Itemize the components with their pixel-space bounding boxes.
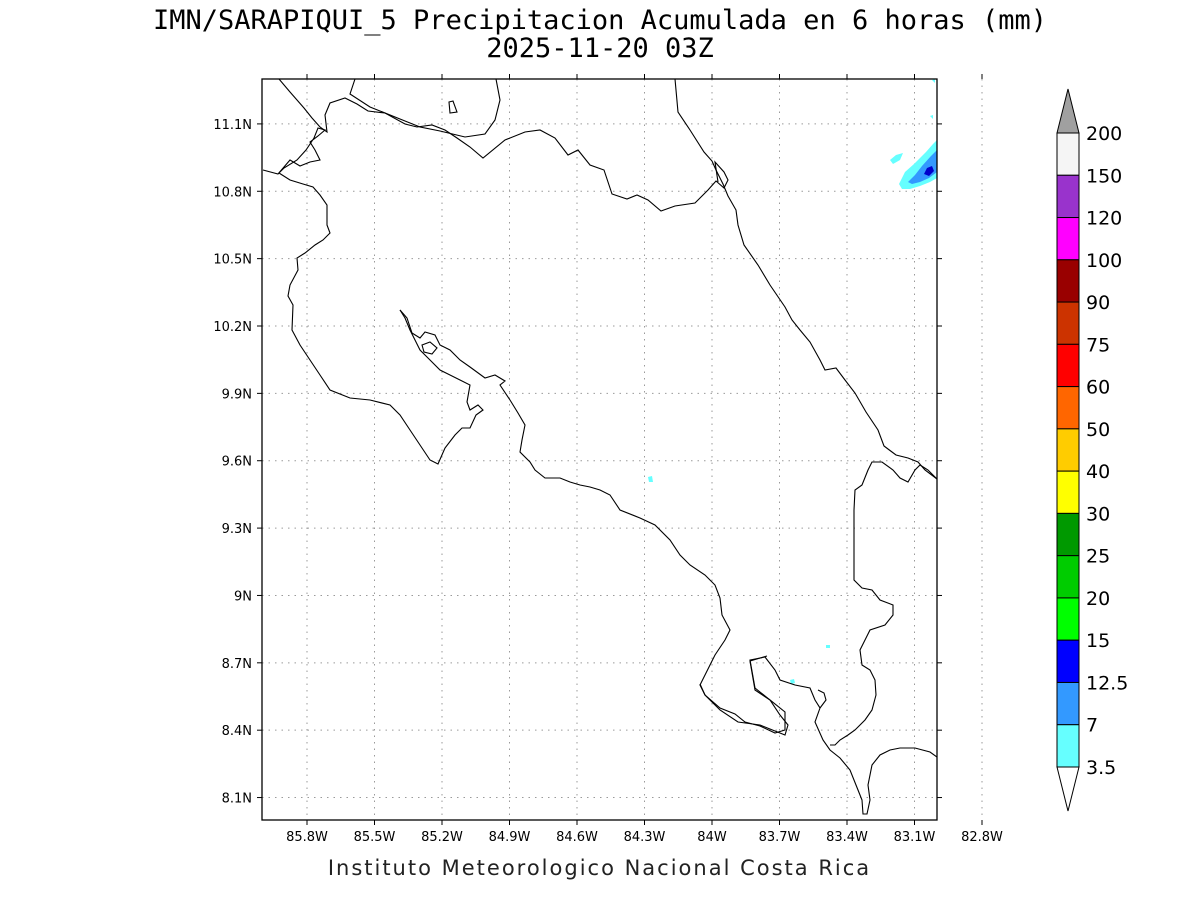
- precipitation-areas: [648, 79, 937, 684]
- colorbar-label: 20: [1086, 588, 1110, 610]
- lat-tick-label: 8.1N: [222, 792, 252, 807]
- lat-tick-label: 9.9N: [222, 387, 252, 402]
- map-title: IMN/SARAPIQUI_5 Precipitacion Acumulada …: [152, 5, 1048, 36]
- colorbar-band: [1056, 217, 1080, 261]
- lon-tick-label: 84.6W: [556, 830, 598, 845]
- lat-tick-label: 8.7N: [222, 657, 252, 672]
- colorbar-label: 15: [1086, 630, 1110, 652]
- colorbar-label: 12.5: [1086, 672, 1128, 694]
- colorbar-band: [1056, 428, 1080, 472]
- lon-tick-label: 83.4W: [826, 830, 868, 845]
- colorbar-top-arrow: [1056, 88, 1080, 134]
- colorbar-band: [1056, 470, 1080, 514]
- colorbar-band: [1056, 597, 1080, 641]
- colorbar-legend: 200 150 120 100 90 75 60 50 40 30 25 20 15 12.5 7 3.5: [1056, 88, 1128, 812]
- colorbar-band: [1056, 301, 1080, 345]
- colorbar-band: [1056, 343, 1080, 388]
- colorbar-label: 60: [1086, 377, 1110, 399]
- precip-patch-3-5mm: [648, 476, 653, 482]
- precip-patch-7mm: [908, 150, 937, 184]
- lake-island-nicaragua: [448, 100, 458, 114]
- lake-nicaragua-shore: [349, 79, 501, 138]
- lat-tick-label: 8.4N: [222, 724, 252, 739]
- lon-tick-label: 85.8W: [286, 830, 328, 845]
- precip-patch-3-5mm: [932, 79, 935, 83]
- lon-tick-label: 83.7W: [759, 830, 801, 845]
- lake-arenal: [421, 341, 438, 355]
- lat-tick-label: 10.2N: [213, 320, 252, 335]
- colorbar-label: 120: [1086, 208, 1122, 230]
- lat-tick-label: 10.5N: [213, 253, 252, 268]
- colorbar-label: 50: [1086, 419, 1110, 441]
- map-frame: [261, 78, 938, 821]
- gulf-of-nicoya-coast: [399, 309, 937, 815]
- colorbar-band: [1056, 681, 1080, 726]
- lon-tick-label: 82.8W: [961, 830, 1003, 845]
- colorbar-band: [1056, 132, 1080, 176]
- coastlines: [262, 79, 937, 815]
- colorbar-band: [1056, 724, 1080, 768]
- lon-tick-label: 84W: [697, 830, 727, 845]
- lat-tick-label: 10.8N: [213, 185, 252, 200]
- map-axes: 85.8W 85.5W 85.2W 84.9W 84.6W 84.3W 84W 83.7W 83…: [213, 74, 1003, 845]
- lon-tick-label: 84.3W: [624, 830, 666, 845]
- colorbar-label: 30: [1086, 503, 1110, 525]
- precip-patch-3-5mm: [930, 115, 933, 119]
- colorbar-band: [1056, 639, 1080, 683]
- precip-patch-3-5mm: [826, 645, 830, 648]
- panama-border: [830, 461, 937, 746]
- precip-patch-3-5mm: [890, 153, 903, 164]
- lat-tick-label: 9.6N: [222, 455, 252, 470]
- colorbar-label: 25: [1086, 546, 1110, 568]
- colorbar-label: 75: [1086, 334, 1110, 356]
- footer-credit: Instituto Meteorologico Nacional Costa R…: [327, 856, 872, 880]
- colorbar-band: [1056, 174, 1080, 219]
- caribbean-coast-north: [674, 79, 937, 480]
- map-gridlines: [262, 79, 983, 820]
- colorbar-label: 150: [1086, 165, 1122, 187]
- colorbar-label: 90: [1086, 292, 1110, 314]
- lon-tick-label: 83.1W: [894, 830, 936, 845]
- pacific-coast-guanacaste: [262, 127, 484, 465]
- golfo-dulce: [817, 689, 827, 709]
- colorbar-band: [1056, 386, 1080, 430]
- lat-tick-label: 9N: [234, 589, 252, 604]
- colorbar-band: [1056, 259, 1080, 303]
- colorbar-bottom-arrow: [1056, 766, 1080, 812]
- lon-tick-label: 85.5W: [354, 830, 396, 845]
- precip-patch-3-5mm: [790, 679, 795, 684]
- nicaragua-costa-rica-border: [278, 79, 729, 212]
- lat-tick-label: 9.3N: [222, 522, 252, 537]
- colorbar-label: 3.5: [1086, 757, 1116, 779]
- colorbar-label: 7: [1086, 715, 1098, 737]
- lon-tick-label: 85.2W: [421, 830, 463, 845]
- colorbar-band: [1056, 512, 1080, 557]
- colorbar-label: 200: [1086, 123, 1122, 145]
- osa-peninsula: [699, 655, 786, 734]
- lon-tick-label: 84.9W: [489, 830, 531, 845]
- precip-patch-12-5mm: [924, 166, 934, 176]
- colorbar-band: [1056, 555, 1080, 599]
- colorbar-label: 40: [1086, 461, 1110, 483]
- lat-tick-label: 11.1N: [213, 118, 252, 133]
- colorbar-label: 100: [1086, 250, 1122, 272]
- map-subtitle-datetime: 2025-11-20 03Z: [486, 33, 714, 64]
